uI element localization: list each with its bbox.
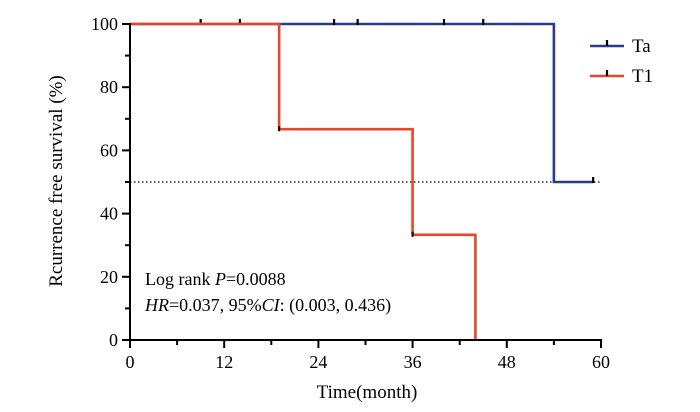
- y-tick-label: 60: [100, 140, 118, 160]
- y-tick-label: 20: [100, 267, 118, 287]
- y-tick-label: 0: [109, 330, 118, 350]
- y-axis-title: Rcurrence free survival (%): [46, 75, 67, 287]
- log-rank-annotation: Log rank P=0.0088: [145, 269, 286, 289]
- legend-label-ta: Ta: [632, 36, 651, 57]
- x-tick-label: 36: [404, 352, 422, 372]
- x-tick-label: 12: [215, 352, 233, 372]
- x-tick-label: 24: [309, 352, 327, 372]
- legend: Ta T1: [590, 36, 653, 87]
- y-tick-label: 100: [91, 14, 118, 34]
- hazard-ratio-annotation: HR=0.037, 95%CI: (0.003, 0.436): [144, 295, 391, 316]
- x-tick-label: 0: [126, 352, 135, 372]
- y-tick-label: 40: [100, 204, 118, 224]
- x-tick-label: 48: [498, 352, 516, 372]
- x-tick-label: 60: [592, 352, 610, 372]
- series-line-ta: [130, 22, 594, 184]
- legend-label-t1: T1: [632, 66, 653, 87]
- y-tick-label: 80: [100, 77, 118, 97]
- series-line-t1: [130, 22, 477, 340]
- x-axis-title: Time(month): [317, 382, 418, 403]
